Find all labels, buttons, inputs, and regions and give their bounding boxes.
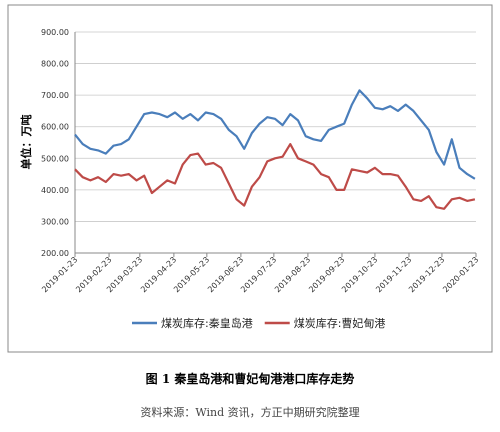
chart-frame [7, 4, 493, 353]
series-line [74, 89, 476, 180]
y-tick-label: 600.00 [41, 123, 69, 132]
source: 资料来源：Wind 资讯，方正中期研究院整理 [140, 405, 359, 419]
y-axis-label: 单位：万吨 [19, 115, 33, 170]
caption: 图 1 秦皇岛港和曹妃甸港港口库存走势 [146, 371, 355, 386]
y-tick-label: 400.00 [41, 186, 69, 195]
y-tick-label: 200.00 [41, 249, 69, 258]
y-tick-label: 900.00 [41, 28, 69, 37]
y-tick-label: 500.00 [41, 154, 69, 163]
series-line [74, 143, 476, 210]
y-tick-label: 700.00 [41, 91, 69, 100]
legend-label: 煤炭库存:秦皇岛港 [161, 316, 253, 330]
y-tick-label: 800.00 [41, 60, 69, 69]
y-tick-label: 300.00 [41, 217, 69, 226]
legend-label: 煤炭库存:曹妃甸港 [294, 316, 386, 330]
